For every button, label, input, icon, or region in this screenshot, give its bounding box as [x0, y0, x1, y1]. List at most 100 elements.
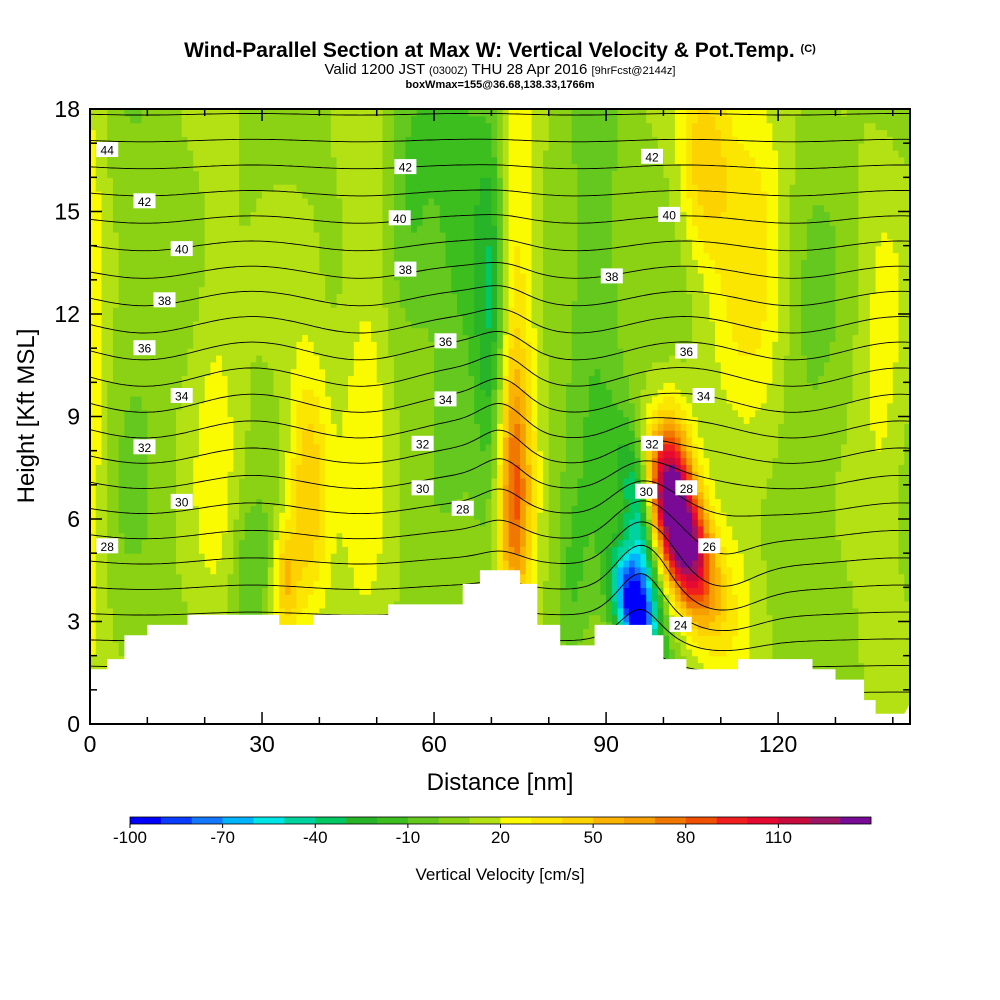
w-cell [147, 478, 154, 486]
w-cell [382, 109, 389, 117]
w-cell [365, 259, 372, 267]
w-cell [267, 478, 275, 486]
w-cell [239, 286, 246, 295]
w-cell [227, 279, 234, 288]
w-cell [267, 423, 275, 431]
w-cell [107, 437, 114, 445]
w-cell [141, 170, 148, 178]
w-cell [107, 478, 114, 486]
w-cell [239, 252, 246, 260]
w-cell [181, 546, 189, 554]
w-cell [158, 566, 166, 575]
w-cell [193, 300, 200, 308]
w-cell [95, 177, 103, 185]
w-cell [330, 232, 338, 240]
w-cell [290, 478, 298, 486]
w-cell [284, 607, 292, 616]
w-cell [233, 437, 240, 445]
w-cell [135, 409, 143, 418]
w-cell [290, 225, 298, 233]
w-cell [164, 587, 171, 595]
w-cell [239, 389, 246, 397]
w-cell [376, 478, 384, 486]
w-cell [319, 423, 326, 431]
w-cell [325, 532, 332, 541]
w-cell [118, 566, 125, 575]
w-cell [158, 307, 166, 315]
w-cell [130, 375, 137, 383]
w-cell [153, 532, 160, 541]
w-cell [233, 382, 240, 390]
w-cell [279, 532, 286, 541]
w-cell [118, 348, 125, 356]
w-cell [290, 273, 298, 281]
w-cell [153, 177, 160, 185]
w-cell [353, 505, 361, 513]
w-cell [210, 587, 217, 595]
w-cell [376, 573, 384, 582]
w-cell [273, 286, 280, 295]
w-cell [342, 539, 349, 547]
w-cell [107, 621, 114, 629]
w-cell [313, 546, 320, 554]
w-cell [198, 498, 206, 506]
w-cell [325, 573, 332, 582]
w-cell [256, 498, 263, 506]
w-cell [336, 211, 343, 219]
w-cell [158, 430, 166, 438]
w-cell [170, 409, 177, 418]
w-cell [147, 109, 154, 117]
w-cell [112, 587, 120, 595]
w-cell [90, 601, 97, 609]
w-cell [227, 150, 234, 158]
w-cell [239, 368, 246, 377]
w-cell [153, 478, 160, 486]
w-cell [302, 245, 309, 254]
w-cell [399, 396, 406, 404]
w-cell [256, 218, 263, 226]
w-cell [135, 430, 143, 438]
w-cell [348, 423, 355, 431]
w-cell [153, 614, 160, 623]
w-cell [141, 566, 148, 575]
w-cell [176, 109, 183, 117]
w-cell [325, 464, 332, 472]
w-cell [273, 361, 280, 370]
w-cell [267, 122, 275, 131]
w-cell [198, 286, 206, 295]
w-cell [101, 464, 108, 472]
w-cell [290, 525, 298, 534]
w-cell [130, 218, 137, 226]
w-cell [130, 279, 137, 288]
w-cell [107, 211, 114, 219]
w-cell [216, 184, 223, 192]
w-cell [256, 423, 263, 431]
w-cell [112, 177, 120, 185]
w-cell [233, 601, 240, 609]
w-cell [130, 286, 137, 295]
w-cell [210, 300, 217, 308]
w-cell [239, 238, 246, 247]
w-cell [112, 368, 120, 377]
w-cell [130, 587, 137, 595]
w-cell [393, 197, 401, 206]
w-cell [164, 532, 171, 541]
w-cell [227, 443, 234, 452]
w-cell [101, 430, 108, 438]
w-cell [107, 464, 114, 472]
w-cell [267, 437, 275, 445]
w-cell [244, 389, 252, 397]
w-cell [135, 368, 143, 377]
w-cell [319, 566, 326, 575]
w-cell [107, 628, 114, 636]
w-cell [393, 177, 401, 185]
w-cell [158, 211, 166, 219]
w-cell [376, 314, 384, 322]
w-cell [239, 587, 246, 595]
w-cell [95, 341, 103, 349]
w-cell [95, 587, 103, 595]
w-cell [193, 109, 200, 117]
w-cell [336, 573, 343, 582]
w-cell [124, 587, 131, 595]
w-cell [336, 389, 343, 397]
